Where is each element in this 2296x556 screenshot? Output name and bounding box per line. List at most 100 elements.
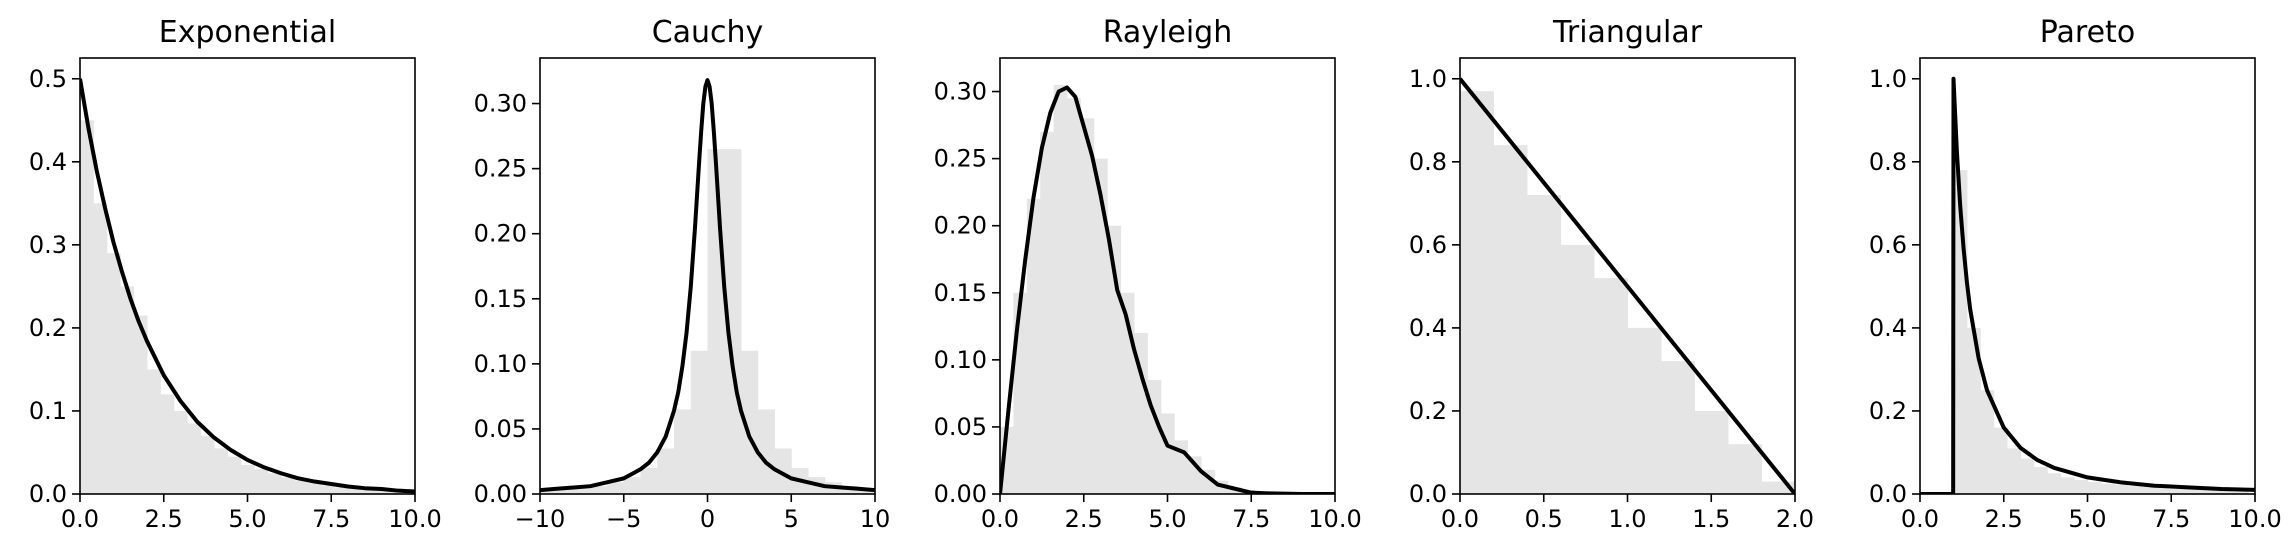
- panel-5-histogram-bar: [2167, 488, 2182, 494]
- panel-1-x-tick-label: 7.5: [312, 505, 350, 533]
- panel-4: Triangular 0.0 0.5 1.0 1.5 2.0 0.0 0.2 0.4 0.6 0.8…: [1409, 15, 1814, 533]
- panel-1-pdf-curve: [80, 78, 415, 494]
- panel-2: Cauchy −10 −5 0 5 10 0.00 0.05 0.10 0.15 0.20 0.25 0…: [474, 15, 891, 533]
- panel-5-x-tick-label: 2.5: [1985, 505, 2023, 533]
- panel-2-histogram-bar: [607, 482, 625, 494]
- panel-1-histogram-bar: [173, 410, 188, 494]
- panel-5-histogram-bar: [2087, 481, 2102, 494]
- panel-1-histogram-bar: [227, 456, 242, 494]
- panel-4-y-tick-label: 1.0: [1409, 65, 1447, 93]
- panel-1-histogram-bar: [120, 286, 135, 494]
- panel-2-histogram-bar: [690, 350, 708, 494]
- panel-1: Exponential 0.0 2.5 5.0 7.5 10.0 0.0 0.1 0.2 0.3 0…: [29, 15, 442, 533]
- panel-3: Rayleigh 0.0 2.5 5.0 7.5 10.0 0.00 0.05 0.10 0.15…: [934, 15, 1362, 533]
- panel-2-histogram-bar: [674, 409, 692, 494]
- panel-4-y-tick-label: 0.6: [1409, 231, 1447, 259]
- panel-5-x-tick-label: 10.0: [2228, 505, 2281, 533]
- panel-5-title: Pareto: [2040, 15, 2135, 50]
- panel-5-histogram-bar: [2127, 486, 2142, 494]
- panel-2-x-tick-label: 0: [700, 505, 715, 533]
- panel-1-histogram-bar: [321, 485, 336, 494]
- panel-2-histogram-bar: [573, 487, 591, 494]
- panel-3-histogram-bar: [1013, 292, 1028, 494]
- panel-4-histogram-bar: [1460, 91, 1494, 494]
- panel-5-histogram-bar: [1966, 327, 1981, 494]
- panel-5-x-tick-label: 0.0: [1901, 505, 1939, 533]
- panel-4-title: Triangular: [1552, 15, 1703, 50]
- panel-1-histogram-bar: [187, 423, 202, 494]
- panel-1-x-tick-label: 10.0: [388, 505, 441, 533]
- panel-4-x-tick-label: 0.0: [1441, 505, 1479, 533]
- panel-5-histogram-bar: [2181, 489, 2196, 494]
- panel-4-histogram-bar: [1560, 244, 1595, 494]
- panel-5-histogram-bar: [2047, 473, 2062, 494]
- panel-2-histogram-bar: [757, 409, 775, 494]
- panel-4-histogram-bar: [1728, 444, 1762, 494]
- panel-3-y-tick-label: 0.00: [934, 480, 987, 508]
- panel-4-y-tick-label: 0.2: [1409, 397, 1447, 425]
- panel-3-y-tick-label: 0.10: [934, 346, 987, 374]
- panel-4-x-tick-label: 0.5: [1525, 505, 1563, 533]
- panel-2-x-tick-label: 10: [860, 505, 891, 533]
- panel-3-y-tick-label: 0.05: [934, 413, 987, 441]
- panel-5-histogram-bar: [2221, 490, 2236, 494]
- panel-2-histogram-bar: [640, 467, 658, 494]
- panel-3-pdf-curve: [1000, 85, 1335, 494]
- panel-2-histogram-bar: [741, 350, 759, 494]
- panel-4-x-tick-label: 2.0: [1776, 505, 1814, 533]
- panel-2-y-tick-label: 0.25: [474, 155, 527, 183]
- panel-5-histogram-bar: [1980, 390, 1995, 494]
- panel-5-x-tick-label: 5.0: [2068, 505, 2106, 533]
- panel-4-histogram-bar: [1627, 327, 1662, 494]
- panel-1-plot-area: [80, 78, 415, 494]
- panel-2-histogram-bar: [623, 477, 641, 494]
- panel-2-histogram-bar: [707, 149, 725, 494]
- panel-2-histogram-bar: [657, 448, 675, 494]
- panel-2-histogram-bar: [590, 486, 608, 494]
- panel-2-x-tick-label: −10: [515, 505, 566, 533]
- panel-5-histogram-bar: [2208, 489, 2222, 494]
- panel-1-histogram-bar: [348, 488, 362, 494]
- panel-4-x-tick-label: 1.0: [1608, 505, 1646, 533]
- panel-3-x-tick-label: 2.5: [1065, 505, 1103, 533]
- panel-5-histogram-bar: [2020, 458, 2035, 494]
- panel-5-y-tick-label: 0.8: [1869, 148, 1907, 176]
- panel-1-y-tick-label: 0.0: [29, 480, 67, 508]
- panel-2-x-tick-label: 5: [784, 505, 799, 533]
- panel-1-histogram-bar: [160, 394, 175, 494]
- panel-5-y-tick-label: 0.6: [1869, 231, 1907, 259]
- panel-5-histogram-bar: [2234, 490, 2249, 494]
- panel-1-x-tick-label: 5.0: [228, 505, 266, 533]
- panel-5-y-tick-label: 0.4: [1869, 314, 1907, 342]
- panel-1-histogram-bar: [80, 120, 94, 494]
- panel-3-y-tick-label: 0.25: [934, 145, 987, 173]
- panel-3-y-tick-label: 0.30: [934, 78, 987, 106]
- panel-4-plot-area: [1460, 77, 1795, 494]
- panel-3-histogram-bar: [1067, 98, 1081, 494]
- panel-2-y-tick-label: 0.15: [474, 285, 527, 313]
- panel-1-histogram-bar: [93, 203, 108, 494]
- panel-1-x-tick-label: 2.5: [145, 505, 183, 533]
- panel-3-histogram-bar: [1026, 198, 1041, 494]
- panel-3-histogram-bar: [1053, 84, 1068, 494]
- panel-1-y-tick-label: 0.4: [29, 148, 67, 176]
- panel-1-histogram-bar: [254, 469, 269, 494]
- panel-5-histogram-bar: [2074, 479, 2088, 494]
- panel-3-histogram-bar: [1134, 333, 1148, 494]
- panel-1-y-tick-label: 0.5: [29, 65, 67, 93]
- panel-5-histogram-bar: [2194, 489, 2209, 494]
- panel-3-histogram-bar: [1093, 158, 1108, 494]
- panel-1-histogram-bar: [374, 489, 389, 494]
- panel-2-histogram-bar: [774, 448, 792, 494]
- panel-3-histogram-bar: [1160, 413, 1175, 494]
- panel-2-y-tick-label: 0.10: [474, 350, 527, 378]
- panel-5-plot-area: [1920, 76, 2255, 494]
- panel-5-histogram-bar: [2007, 448, 2021, 494]
- panel-4-histogram-bar: [1493, 145, 1528, 494]
- panel-1-histogram-bar: [240, 464, 255, 494]
- panel-1-y-tick-label: 0.3: [29, 231, 67, 259]
- panel-5: Pareto 0.0 2.5 5.0 7.5 10.0 0.0 0.2 0.4 0.6 0.8 1.0: [1869, 15, 2282, 533]
- panel-3-title: Rayleigh: [1103, 15, 1233, 50]
- panel-4-pdf-curve: [1460, 77, 1795, 494]
- panel-3-histogram-bar: [1080, 118, 1095, 494]
